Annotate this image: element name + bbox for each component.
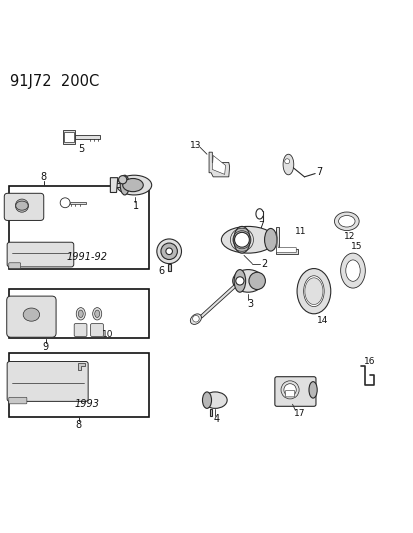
Ellipse shape [234,270,245,292]
Circle shape [284,159,289,164]
Polygon shape [282,154,293,175]
Polygon shape [74,135,100,139]
Text: 13: 13 [190,141,201,150]
Ellipse shape [93,308,102,320]
Text: 16: 16 [363,357,374,366]
Circle shape [192,316,199,322]
Text: 3: 3 [247,298,253,309]
FancyBboxPatch shape [74,324,87,336]
Text: 8: 8 [76,420,81,430]
Circle shape [118,175,126,184]
Ellipse shape [202,392,211,408]
Text: 7: 7 [258,221,263,230]
Ellipse shape [340,253,364,288]
Text: 9: 9 [43,342,49,352]
Ellipse shape [233,227,249,253]
Ellipse shape [203,392,227,408]
Ellipse shape [120,175,129,195]
FancyBboxPatch shape [7,296,56,337]
Circle shape [15,199,28,212]
FancyBboxPatch shape [9,353,148,417]
Polygon shape [115,183,124,187]
Circle shape [157,239,181,264]
Text: 17: 17 [293,409,304,418]
Ellipse shape [122,179,143,192]
Polygon shape [167,264,171,271]
Ellipse shape [116,175,151,195]
Text: 1: 1 [133,200,139,211]
Ellipse shape [95,310,100,318]
Polygon shape [212,156,225,174]
Ellipse shape [16,201,28,210]
Text: 2: 2 [261,260,267,270]
FancyBboxPatch shape [4,193,44,221]
Circle shape [161,243,177,260]
Text: 11: 11 [295,227,306,236]
Text: 6: 6 [157,266,164,276]
Ellipse shape [23,308,40,321]
FancyBboxPatch shape [9,289,148,338]
Text: 5: 5 [78,144,85,154]
Ellipse shape [338,215,354,227]
FancyBboxPatch shape [7,361,88,401]
Ellipse shape [304,278,322,304]
Polygon shape [209,409,212,416]
Ellipse shape [248,272,265,289]
Text: 8: 8 [40,172,47,182]
Circle shape [235,277,243,285]
FancyBboxPatch shape [285,390,294,397]
Text: 7: 7 [316,167,322,177]
Ellipse shape [190,314,201,325]
Polygon shape [64,132,74,142]
Ellipse shape [264,229,276,251]
FancyBboxPatch shape [9,263,21,269]
Circle shape [283,384,296,396]
Text: 4: 4 [213,414,219,424]
Text: 1991-92: 1991-92 [66,253,107,262]
Polygon shape [199,285,237,318]
Ellipse shape [221,227,274,253]
Ellipse shape [345,260,359,281]
Text: 14: 14 [316,316,327,325]
Polygon shape [78,363,85,370]
Polygon shape [275,228,298,254]
Text: 10: 10 [102,330,113,339]
Text: 15: 15 [350,243,361,251]
Ellipse shape [334,212,358,230]
Text: 12: 12 [344,232,355,241]
Ellipse shape [308,382,316,398]
FancyBboxPatch shape [9,187,148,269]
Polygon shape [110,177,117,192]
FancyBboxPatch shape [274,377,315,406]
Polygon shape [276,230,296,253]
Ellipse shape [297,269,330,314]
Circle shape [166,248,172,255]
Circle shape [234,232,249,247]
Polygon shape [209,152,229,177]
Ellipse shape [76,308,85,320]
Polygon shape [63,130,75,144]
Text: 1993: 1993 [74,399,99,409]
FancyBboxPatch shape [7,242,74,267]
Ellipse shape [303,276,323,306]
Polygon shape [69,201,85,204]
FancyBboxPatch shape [90,324,103,336]
Text: 91J72  200C: 91J72 200C [10,74,100,89]
Ellipse shape [232,270,263,292]
Ellipse shape [78,310,83,318]
FancyBboxPatch shape [9,397,27,404]
